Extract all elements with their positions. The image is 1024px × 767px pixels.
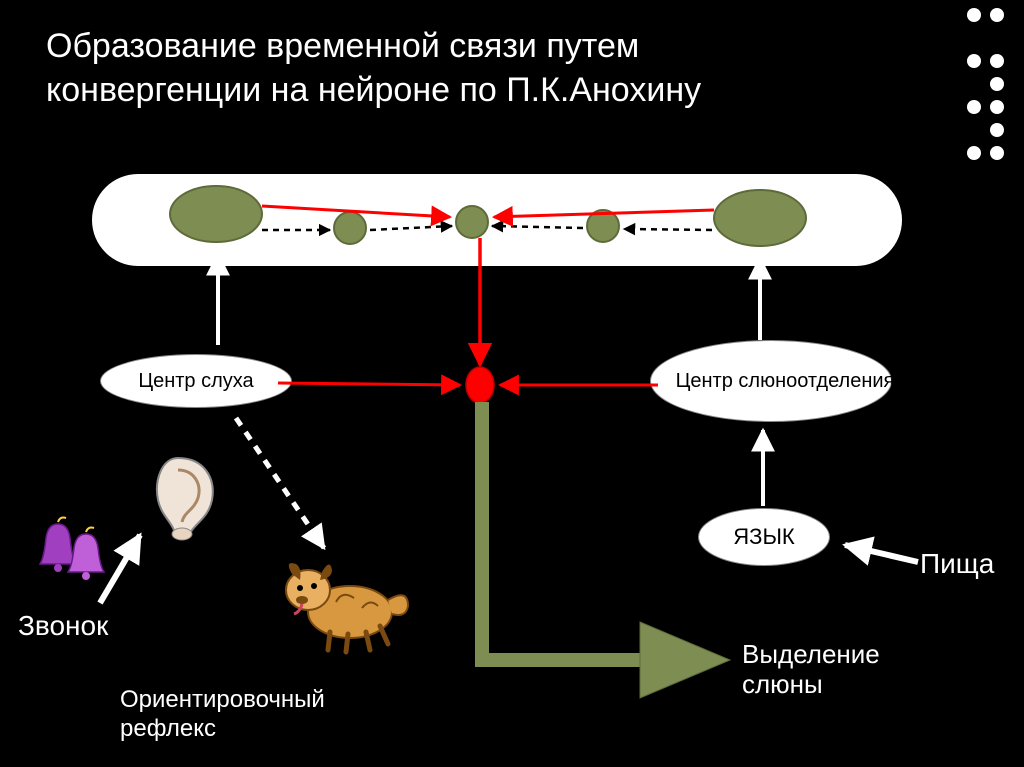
deco-dot <box>990 146 1004 160</box>
deco-dot <box>967 100 981 114</box>
deco-dot <box>990 77 1004 91</box>
output-arrow-head <box>640 622 730 698</box>
dog-icon <box>286 563 408 652</box>
orienting-line1: Ориентировочный <box>120 686 325 713</box>
dashed-white-arrow <box>236 418 324 548</box>
convergent-neuron <box>466 367 494 403</box>
diagram-stage: Образование временной связи путем конвер… <box>0 0 1024 767</box>
deco-dot <box>967 54 981 68</box>
red-arrow-from-hearing <box>278 383 460 385</box>
salivation-center-label: Центр слюноотделения <box>651 341 919 421</box>
deco-dot <box>990 123 1004 137</box>
bell-label: Звонок <box>18 610 108 642</box>
orienting-reflex-label: Ориентировочный рефлекс <box>120 686 325 744</box>
deco-dot <box>967 146 981 160</box>
title-line2: конвергенции на нейроне по П.К.Анохину <box>46 71 701 109</box>
ear-icon <box>157 458 213 540</box>
white-arrow-bell-to-ear <box>100 535 140 603</box>
deco-dot <box>967 8 981 22</box>
bells-icon <box>40 518 104 581</box>
hearing-center-label: Центр слуха <box>101 355 291 407</box>
saliva-output-label: Выделение слюны <box>742 640 880 700</box>
deco-dot <box>990 8 1004 22</box>
deco-dot <box>990 100 1004 114</box>
white-arrow-food-to-tongue <box>845 545 918 562</box>
title-line1: Образование временной связи путем <box>46 27 639 65</box>
cortex-capsule <box>92 174 902 266</box>
tongue-node: ЯЗЫК <box>698 508 830 566</box>
saliva-line2: слюны <box>742 669 823 699</box>
salivation-center-node: Центр слюноотделения <box>650 340 892 422</box>
corner-dot-grid <box>967 8 1004 160</box>
deco-dot <box>990 54 1004 68</box>
orienting-line2: рефлекс <box>120 715 216 742</box>
saliva-line1: Выделение <box>742 639 880 669</box>
slide-title: Образование временной связи путем конвер… <box>46 24 701 112</box>
output-arrow-shaft <box>482 402 640 660</box>
hearing-center-node: Центр слуха <box>100 354 292 408</box>
food-label: Пища <box>920 548 994 580</box>
tongue-label: ЯЗЫК <box>699 509 829 565</box>
